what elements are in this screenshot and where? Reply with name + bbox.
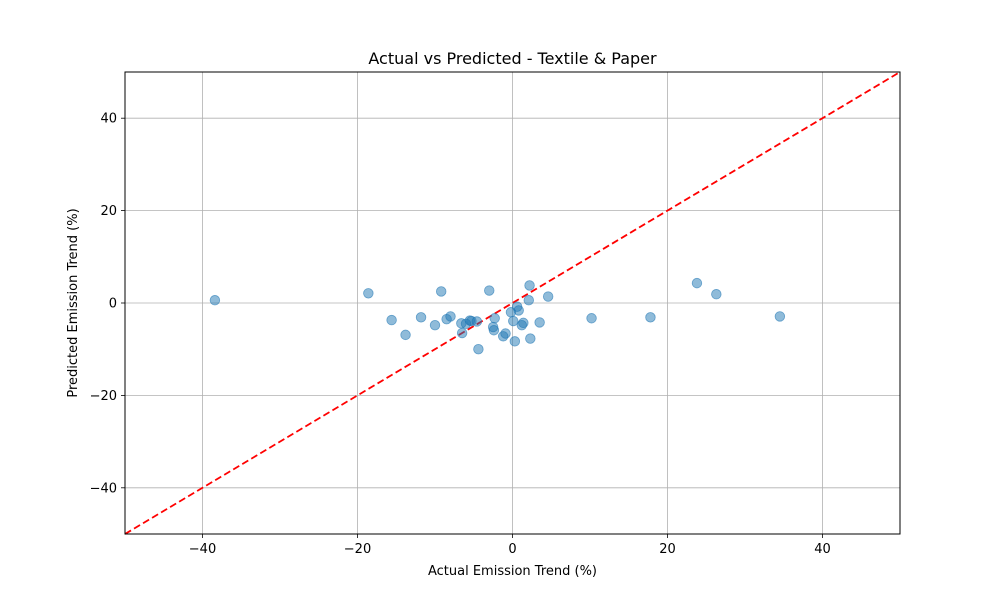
scatter-point bbox=[489, 313, 500, 324]
grid-lines bbox=[125, 72, 900, 534]
x-tick-label: −40 bbox=[189, 542, 216, 557]
y-tick-label: 0 bbox=[109, 297, 117, 312]
scatter-point bbox=[513, 305, 524, 316]
x-tick-label: −20 bbox=[344, 542, 371, 557]
scatter-point bbox=[691, 277, 703, 289]
y-tick-label: 40 bbox=[100, 112, 117, 127]
scatter-point bbox=[542, 291, 554, 302]
chart-title: Actual vs Predicted - Textile & Paper bbox=[368, 49, 657, 68]
scatter-point bbox=[488, 325, 500, 336]
scatter-point bbox=[471, 316, 483, 327]
y-axis-ticks: −40 −20 0 20 40 bbox=[90, 112, 125, 496]
y-tick-label: 20 bbox=[100, 204, 117, 219]
y-axis-label: Predicted Emission Trend (%) bbox=[66, 208, 81, 397]
x-tick-label: 20 bbox=[659, 542, 676, 557]
x-axis-label: Actual Emission Trend (%) bbox=[428, 564, 597, 579]
scatter-point bbox=[363, 288, 374, 299]
scatter-point bbox=[445, 311, 456, 322]
scatter-point bbox=[645, 312, 656, 323]
scatter-point bbox=[508, 315, 519, 327]
reference-line-group bbox=[124, 71, 901, 535]
reference-line bbox=[124, 71, 901, 535]
scatter-point bbox=[209, 295, 221, 306]
scatter-point bbox=[386, 314, 397, 326]
scatter-point bbox=[429, 319, 441, 331]
scatter-point bbox=[586, 313, 597, 324]
scatter-point bbox=[711, 289, 722, 300]
y-tick-label: −40 bbox=[90, 481, 117, 496]
scatter-point bbox=[509, 336, 521, 347]
scatter-point bbox=[400, 329, 411, 341]
scatter-point bbox=[524, 280, 535, 291]
scatter-point bbox=[500, 328, 511, 339]
scatter-point bbox=[436, 286, 447, 297]
scatter-point bbox=[415, 312, 427, 323]
scatter-point bbox=[518, 317, 529, 329]
scatter-point bbox=[534, 317, 545, 328]
y-tick-label: −20 bbox=[90, 389, 117, 404]
x-tick-label: 0 bbox=[508, 542, 516, 557]
x-axis-ticks: −40 −20 0 20 40 bbox=[189, 534, 831, 557]
scatter-point bbox=[473, 344, 484, 355]
scatter-point bbox=[484, 285, 495, 296]
scatter-point bbox=[456, 327, 468, 339]
x-tick-label: 40 bbox=[814, 542, 831, 557]
scatter-point bbox=[525, 333, 536, 344]
data-points bbox=[209, 277, 786, 355]
scatter-point bbox=[774, 311, 786, 322]
scatter-point bbox=[523, 295, 534, 306]
